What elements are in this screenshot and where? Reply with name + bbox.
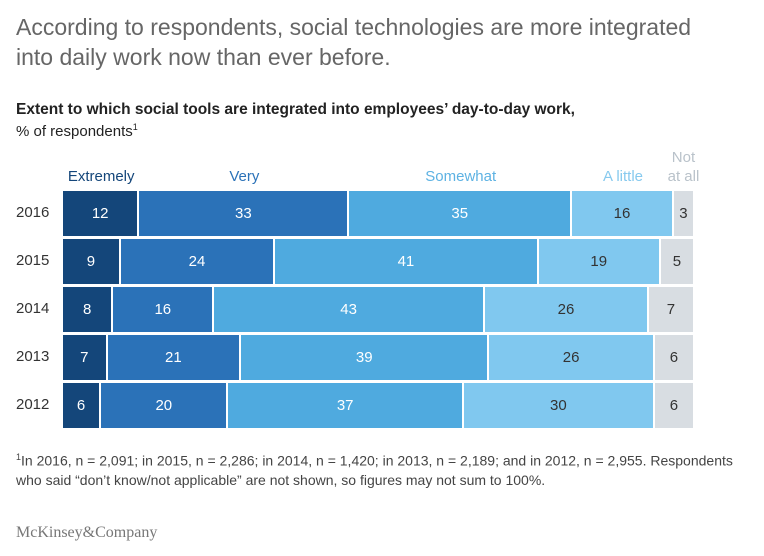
bar-segment-somewhat: 35 xyxy=(349,191,573,236)
bar-segment-not-at-all: 5 xyxy=(660,239,693,284)
legend-label: Not at all xyxy=(667,149,700,185)
headline: According to respondents, social technol… xyxy=(16,14,692,70)
bar-segment-a-little: 26 xyxy=(489,335,655,380)
bar-segment-not-at-all: 6 xyxy=(654,335,693,380)
footnote-marker: 1 xyxy=(16,452,22,462)
bar-segment-very: 24 xyxy=(120,239,276,284)
bar-segment-very: 33 xyxy=(139,191,350,236)
legend-label: Somewhat xyxy=(425,168,497,185)
year-label: 2013 xyxy=(16,348,50,365)
bar-segment-not-at-all: 6 xyxy=(654,383,693,428)
bar-segment-extremely: 6 xyxy=(63,383,102,428)
legend-label: Very xyxy=(229,168,260,185)
bar-segment-a-little: 19 xyxy=(538,239,661,284)
bar-segment-very: 20 xyxy=(101,383,229,428)
bar-segment-a-little: 16 xyxy=(572,191,674,236)
unit-text: % of respondents xyxy=(16,123,133,140)
bar-segment-somewhat: 41 xyxy=(275,239,539,284)
bar-segment-extremely: 8 xyxy=(63,287,114,332)
bar-segment-extremely: 12 xyxy=(63,191,140,236)
year-label: 2014 xyxy=(16,300,50,317)
bar-segment-somewhat: 43 xyxy=(214,287,486,332)
chart-title: Extent to which social tools are integra… xyxy=(16,101,575,118)
unit-label: % of respondents1 xyxy=(16,122,138,140)
footnote: 1In 2016, n = 2,091; in 2015, n = 2,286;… xyxy=(16,448,736,490)
footnote-marker: 1 xyxy=(132,122,138,132)
stacked-bar-chart: 2016 12 Extremely 33 Very 35 Somewhat 16 A littl… xyxy=(16,149,700,428)
bar-segment-extremely: 9 xyxy=(63,239,121,284)
bar-segment-very: 21 xyxy=(107,335,242,380)
bar-segment-somewhat: 39 xyxy=(241,335,490,380)
year-label: 2012 xyxy=(16,396,50,413)
bar-segment-a-little: 26 xyxy=(485,287,649,332)
bar-segment-not-at-all: 3 xyxy=(673,191,693,236)
bar-segment-somewhat: 37 xyxy=(228,383,464,428)
bar-segment-not-at-all: 7 xyxy=(648,287,693,332)
footnote-text: In 2016, n = 2,091; in 2015, n = 2,286; … xyxy=(16,452,733,488)
bar-segment-a-little: 30 xyxy=(463,383,655,428)
bar-segment-very: 16 xyxy=(113,287,215,332)
legend-label: A little xyxy=(602,168,644,185)
legend-label: Extremely xyxy=(67,168,135,185)
bar-segment-extremely: 7 xyxy=(63,335,108,380)
mckinsey-logo: McKinsey&Company xyxy=(16,524,158,541)
year-label: 2015 xyxy=(16,252,50,269)
year-label: 2016 xyxy=(16,204,50,221)
